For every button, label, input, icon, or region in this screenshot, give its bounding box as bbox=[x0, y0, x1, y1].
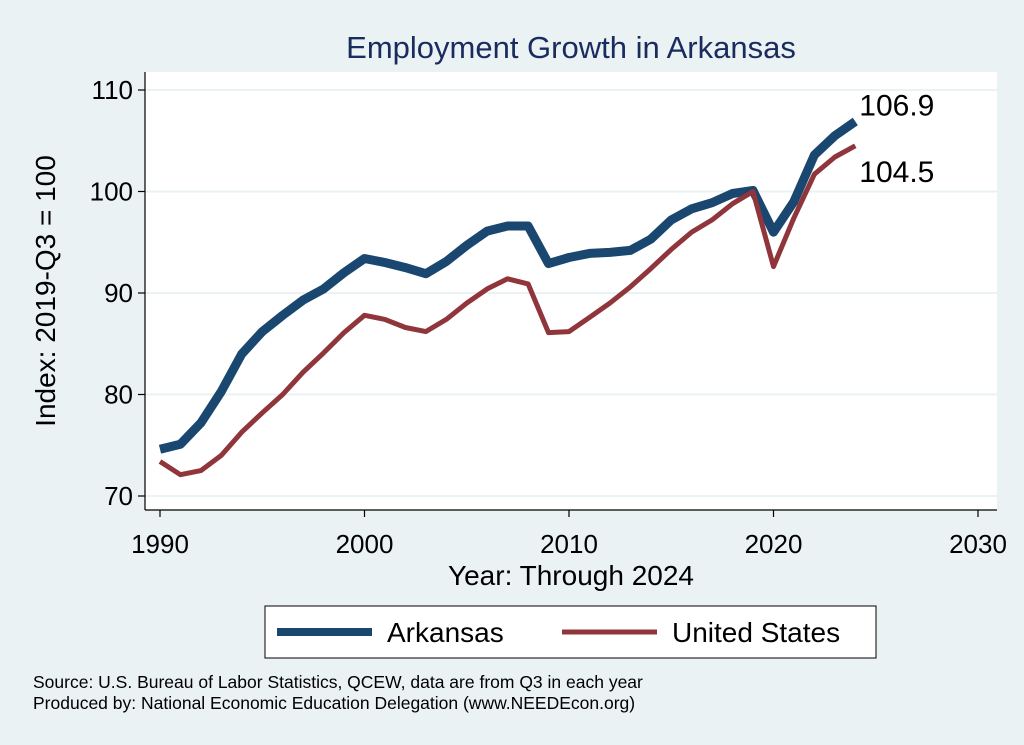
legend-label-arkansas: Arkansas bbox=[387, 617, 504, 648]
x-axis-title: Year: Through 2024 bbox=[448, 560, 694, 591]
y-tick-label-100: 100 bbox=[90, 177, 133, 207]
legend-label-united-states: United States bbox=[672, 617, 840, 648]
x-tick-label-2020: 2020 bbox=[745, 529, 803, 559]
series-line-arkansas bbox=[158, 117, 858, 454]
x-tick-label-2010: 2010 bbox=[540, 529, 598, 559]
y-axis-title: Index: 2019-Q3 = 100 bbox=[30, 155, 61, 427]
producer-line: Produced by: National Economic Education… bbox=[33, 693, 635, 713]
chart-title: Employment Growth in Arkansas bbox=[346, 30, 796, 65]
y-tick-label-110: 110 bbox=[92, 75, 133, 105]
end-label-arkansas: 106.9 bbox=[859, 89, 934, 122]
y-tick-label-90: 90 bbox=[104, 278, 133, 308]
axes: 70 80 90 100 110 1990 2000 2010 2020 2030 bbox=[90, 72, 1007, 559]
plot-area bbox=[145, 72, 997, 510]
x-tick-label-2000: 2000 bbox=[336, 529, 394, 559]
legend: Arkansas United States bbox=[264, 605, 877, 659]
gridlines bbox=[145, 89, 997, 497]
end-label-united-states: 104.5 bbox=[859, 156, 934, 189]
y-tick-label-80: 80 bbox=[104, 380, 133, 410]
y-tick-label-70: 70 bbox=[104, 481, 133, 511]
end-labels: 106.9 104.5 bbox=[859, 89, 934, 188]
series-line-united-states bbox=[158, 143, 857, 478]
source-line: Source: U.S. Bureau of Labor Statistics,… bbox=[33, 672, 643, 692]
x-tick-label-2030: 2030 bbox=[949, 529, 1007, 559]
x-tick-label-1990: 1990 bbox=[131, 529, 189, 559]
series-lines bbox=[158, 117, 858, 478]
